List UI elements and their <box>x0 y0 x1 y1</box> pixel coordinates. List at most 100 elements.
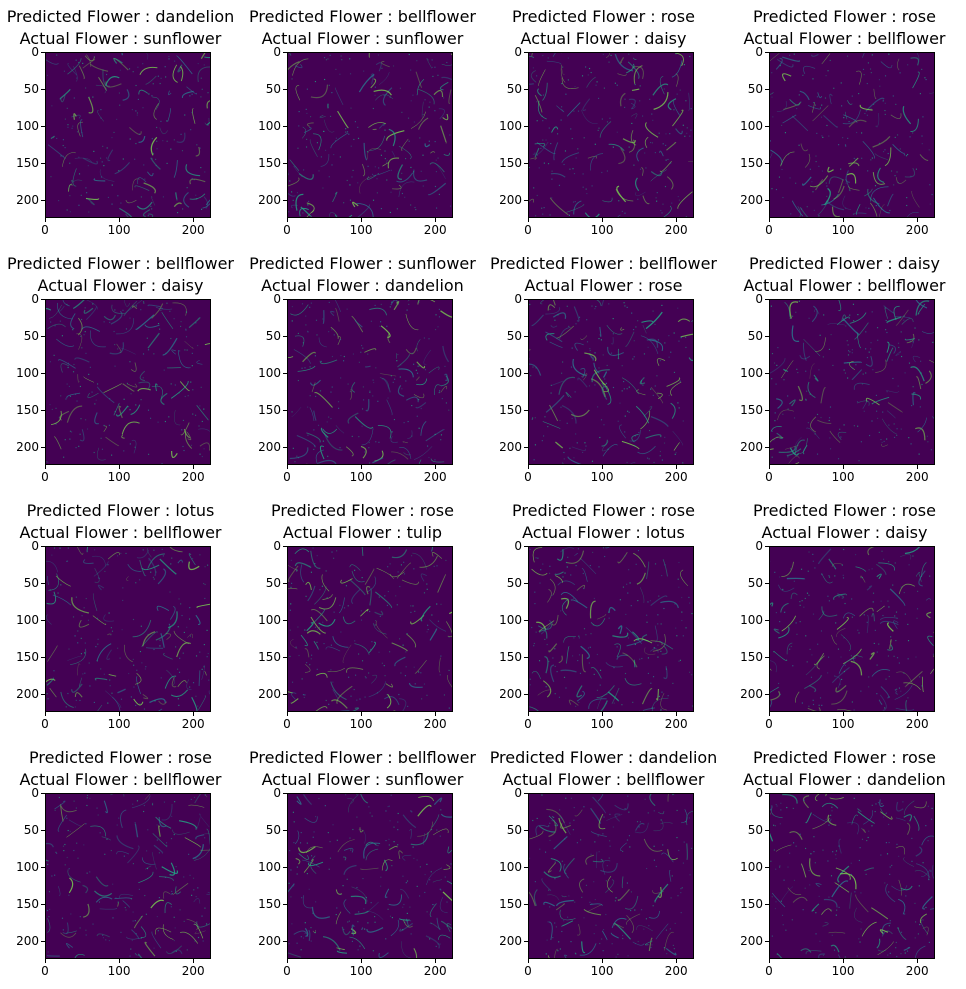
x-tick-label: 200 <box>664 223 688 237</box>
x-tick-mark <box>528 465 529 469</box>
y-tick-mark <box>765 867 769 869</box>
y-tick-mark <box>41 336 45 338</box>
y-tick-label: 200 <box>740 687 763 702</box>
y-tick-label: 150 <box>16 650 39 665</box>
y-tick-mark <box>765 163 769 165</box>
y-tick-mark <box>41 793 45 794</box>
heatmap-canvas <box>46 300 210 464</box>
subplot-7: Predicted Flower : bellflower Actual Flow… <box>483 247 724 494</box>
y-tick-label: 200 <box>740 193 763 208</box>
y-tick-label: 200 <box>499 440 522 455</box>
x-tick-label: 100 <box>107 470 131 484</box>
y-tick-mark <box>524 200 528 202</box>
heatmap-canvas <box>46 53 210 217</box>
y-tick-label: 0 <box>31 539 39 553</box>
subplot-5: Predicted Flower : bellflower Actual Flow… <box>0 247 241 494</box>
x-tick-mark <box>602 959 604 963</box>
x-tick-mark <box>917 218 919 222</box>
y-tick-label: 150 <box>740 650 763 665</box>
heatmap-texture <box>770 300 934 464</box>
heatmap-image <box>769 299 935 465</box>
x-tick-mark <box>435 465 437 469</box>
heatmap-canvas <box>529 300 693 464</box>
y-tick-label: 100 <box>499 366 522 381</box>
heatmap-image <box>287 52 453 218</box>
x-tick-label: 100 <box>590 223 614 237</box>
x-tick-label: 200 <box>423 470 447 484</box>
x-tick-label: 200 <box>181 717 205 731</box>
x-tick-mark <box>193 959 195 963</box>
y-tick-label: 100 <box>16 366 39 381</box>
y-tick-label: 100 <box>740 119 763 134</box>
y-tick-mark <box>765 830 769 832</box>
heatmap-image <box>528 793 694 959</box>
y-tick-mark <box>765 52 769 53</box>
x-tick-mark <box>119 465 121 469</box>
y-tick-label: 150 <box>16 403 39 418</box>
heatmap-canvas <box>770 53 934 217</box>
x-tick-mark <box>287 465 288 469</box>
y-tick-mark <box>765 694 769 696</box>
heatmap-background <box>770 53 934 217</box>
heatmap-background <box>288 794 452 958</box>
x-tick-mark <box>528 959 529 963</box>
y-tick-label: 100 <box>499 613 522 628</box>
y-tick-mark <box>283 694 287 696</box>
y-tick-label: 150 <box>499 403 522 418</box>
x-tick-mark <box>528 712 529 716</box>
x-tick-label: 0 <box>524 223 532 237</box>
x-tick-mark <box>361 218 363 222</box>
y-tick-label: 50 <box>506 823 522 838</box>
y-tick-label: 50 <box>265 82 281 97</box>
y-tick-mark <box>41 546 45 547</box>
heatmap-background <box>288 53 452 217</box>
y-tick-mark <box>524 657 528 659</box>
y-tick-label: 0 <box>514 786 522 800</box>
heatmap-background <box>46 794 210 958</box>
y-tick-label: 200 <box>499 934 522 949</box>
y-tick-mark <box>41 299 45 300</box>
subplot-3: Predicted Flower : rose Actual Flower : d… <box>483 0 724 247</box>
subplot-9: Predicted Flower : lotus Actual Flower : … <box>0 494 241 741</box>
y-tick-mark <box>524 941 528 943</box>
x-tick-label: 100 <box>590 717 614 731</box>
heatmap-texture <box>46 547 210 711</box>
y-tick-mark <box>765 373 769 375</box>
heatmap-texture <box>46 300 210 464</box>
y-tick-label: 0 <box>273 292 281 306</box>
x-tick-label: 200 <box>423 223 447 237</box>
y-tick-mark <box>524 830 528 832</box>
heatmap-canvas <box>288 300 452 464</box>
x-tick-label: 200 <box>905 717 929 731</box>
heatmap-image <box>45 52 211 218</box>
subplot-title-predicted: Predicted Flower : lotus <box>26 501 215 520</box>
x-tick-label: 0 <box>765 223 773 237</box>
subplot-title-actual: Actual Flower : bellflower <box>502 770 705 789</box>
y-tick-label: 150 <box>258 897 281 912</box>
heatmap-canvas <box>46 794 210 958</box>
y-tick-mark <box>41 373 45 375</box>
y-tick-label: 200 <box>258 440 281 455</box>
x-tick-label: 0 <box>765 964 773 978</box>
y-tick-label: 100 <box>740 613 763 628</box>
subplot-6: Predicted Flower : sunflower Actual Flowe… <box>242 247 483 494</box>
x-tick-mark <box>602 712 604 716</box>
y-tick-mark <box>283 163 287 165</box>
y-tick-label: 0 <box>273 45 281 59</box>
x-tick-label: 200 <box>905 470 929 484</box>
y-tick-label: 0 <box>755 786 763 800</box>
subplot-8: Predicted Flower : daisy Actual Flower : … <box>724 247 965 494</box>
x-tick-mark <box>287 959 288 963</box>
x-tick-label: 0 <box>524 717 532 731</box>
subplot-title-actual: Actual Flower : sunflower <box>261 770 464 789</box>
y-tick-label: 150 <box>16 897 39 912</box>
y-tick-label: 100 <box>258 119 281 134</box>
y-tick-label: 100 <box>499 119 522 134</box>
y-tick-label: 200 <box>258 687 281 702</box>
x-tick-mark <box>843 712 845 716</box>
y-tick-label: 100 <box>740 366 763 381</box>
y-tick-label: 50 <box>506 329 522 344</box>
y-tick-label: 50 <box>265 576 281 591</box>
y-tick-mark <box>41 89 45 91</box>
x-tick-mark <box>676 465 678 469</box>
